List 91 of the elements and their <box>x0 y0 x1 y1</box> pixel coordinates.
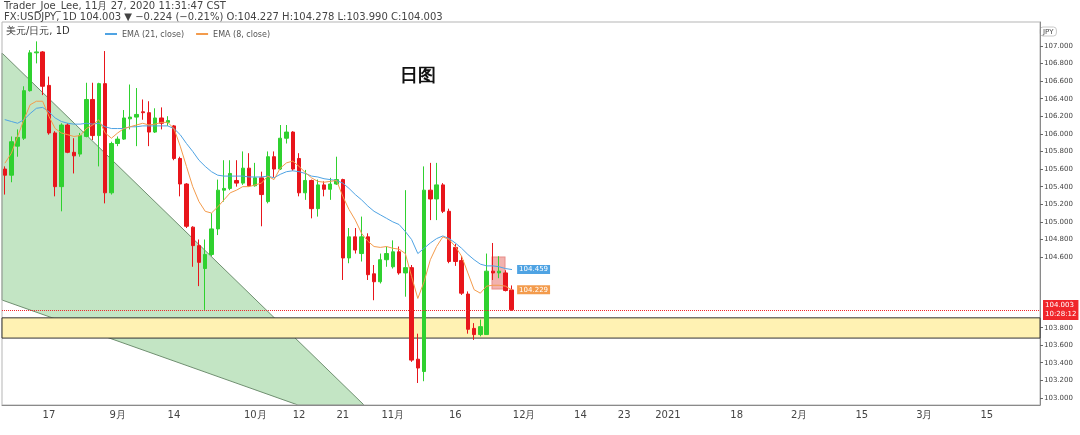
legend-label: EMA (21, close) <box>122 29 185 39</box>
candlestick <box>78 132 82 158</box>
candlestick <box>22 85 26 141</box>
candlestick <box>447 208 451 264</box>
x-tick-label: 14 <box>574 408 587 420</box>
candlestick <box>216 179 220 236</box>
candlestick <box>341 178 345 281</box>
candlestick <box>403 189 408 298</box>
candlestick <box>347 227 351 264</box>
candlestick <box>228 159 232 191</box>
x-tick-label: 15 <box>855 408 869 420</box>
candlestick <box>209 212 214 257</box>
x-tick-label: 14 <box>167 408 181 420</box>
candlestick <box>434 162 439 221</box>
candlestick <box>128 84 132 130</box>
candlestick <box>266 150 270 204</box>
candlestick <box>284 124 289 144</box>
candlestick <box>422 165 426 382</box>
candlestick <box>247 152 251 188</box>
candlestick <box>316 179 320 218</box>
candlestick <box>178 156 182 197</box>
candlestick <box>191 225 195 268</box>
candlestick <box>378 253 382 284</box>
candlestick <box>34 40 39 64</box>
candlestick <box>166 115 170 127</box>
candlestick <box>97 82 101 167</box>
x-tick-label: 18 <box>730 408 744 420</box>
candlestick <box>141 98 145 121</box>
candlestick <box>84 82 89 138</box>
candlestick <box>103 50 107 204</box>
candlestick <box>303 169 307 201</box>
x-tick-label: 12月 <box>512 408 536 420</box>
line-series <box>4 106 513 270</box>
candlestick <box>466 290 470 335</box>
candlestick <box>416 333 420 384</box>
candlestick <box>322 180 326 197</box>
candlestick <box>197 238 201 287</box>
x-tick-label: 15 <box>980 408 994 420</box>
candlestick <box>309 179 314 219</box>
candlestick <box>409 264 414 363</box>
candlestick <box>203 238 207 311</box>
candlestick <box>134 87 139 147</box>
candlestick <box>353 227 357 255</box>
candlestick <box>497 255 501 279</box>
candlestick <box>291 130 295 172</box>
legend-title: 美元/日元, 1D <box>6 24 71 36</box>
x-tick-label: 2021 <box>655 408 681 420</box>
candlestick <box>259 171 264 227</box>
candlestick <box>297 152 301 197</box>
candlestick <box>3 165 7 196</box>
x-tick-label: 12 <box>292 408 306 420</box>
x-tick-label: 11月 <box>381 408 405 420</box>
candlestick <box>72 137 76 174</box>
candlestick <box>397 246 401 276</box>
candlestick <box>47 76 51 136</box>
candlestick <box>328 177 332 201</box>
candlestick <box>441 182 445 214</box>
x-tick-label: 16 <box>448 408 462 420</box>
candlestick <box>28 49 32 93</box>
candlestick <box>428 162 433 221</box>
x-tick-label: 10月 <box>243 408 267 420</box>
candlestick <box>184 182 189 229</box>
candlestick <box>59 122 64 212</box>
candlestick <box>159 106 164 130</box>
x-tick-label: 9月 <box>109 408 126 420</box>
candlestick <box>372 264 376 301</box>
candlestick <box>366 232 370 281</box>
candlestick <box>234 159 239 188</box>
legend-label: EMA (8, close) <box>213 29 271 39</box>
x-tick-label: 17 <box>42 408 56 420</box>
x-tick-label: 21 <box>336 408 350 420</box>
candlestick <box>491 242 495 281</box>
candlestick <box>384 246 389 268</box>
text: Trader_Joe_Lee, 11月 27, 2020 11:31:47 CST <box>3 0 227 12</box>
candlestick <box>272 150 276 178</box>
candlestick <box>222 159 226 203</box>
candlestick <box>472 322 476 341</box>
candlestick <box>65 122 70 154</box>
x-tick-label: 2月 <box>791 408 808 420</box>
candlestick <box>359 216 364 262</box>
candlestick <box>40 50 45 96</box>
candlestick <box>122 109 126 141</box>
x-tick-label: 3月 <box>916 408 933 420</box>
candlestick <box>90 82 95 141</box>
candlestick <box>278 124 282 171</box>
line-series <box>4 100 513 299</box>
candlestick <box>391 239 395 270</box>
candlestick <box>241 150 245 186</box>
candlestick <box>53 130 57 197</box>
text: 日图 <box>400 63 436 85</box>
x-tick-label: 23 <box>617 408 631 420</box>
